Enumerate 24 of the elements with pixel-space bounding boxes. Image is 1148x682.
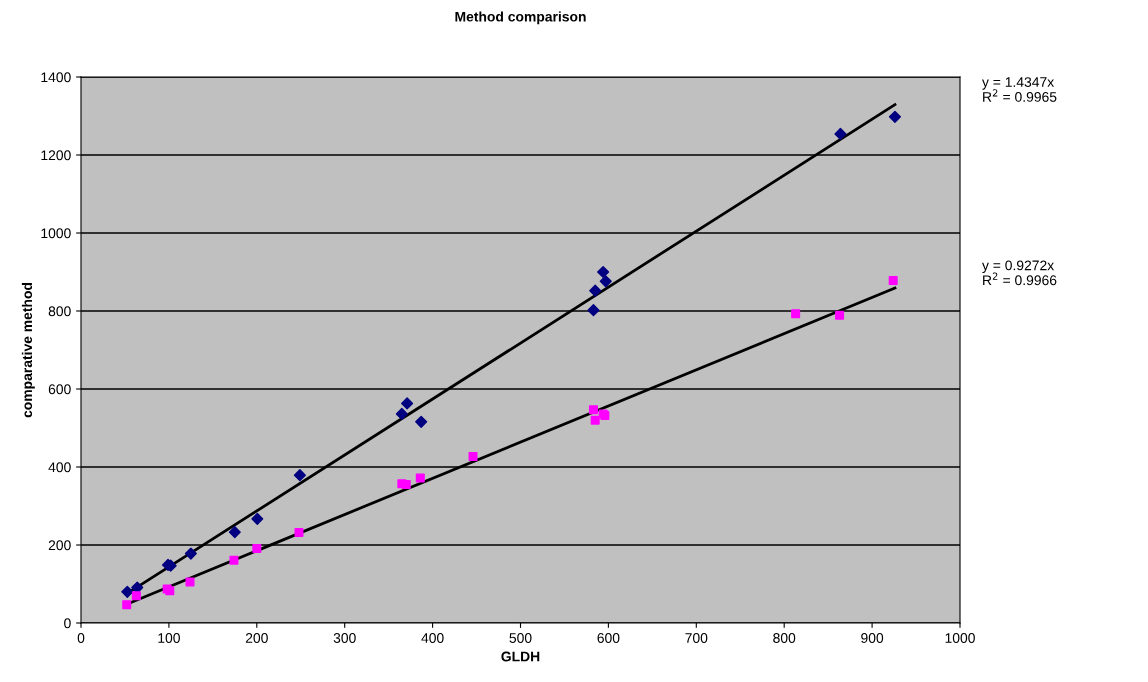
x-tick-label: 200: [245, 633, 268, 643]
x-tick-label: 800: [773, 633, 796, 643]
x-tick-label: 100: [158, 633, 180, 643]
y-tick-label: 400: [48, 462, 71, 473]
x-tick-label: 300: [333, 633, 356, 643]
x-tick-label: 1000: [945, 633, 975, 643]
text: y = 1.4347x R$^{2}$ = 0.9965: [982, 77, 1057, 102]
text: y = 0.9272x R$^{2}$ = 0.9966: [982, 260, 1057, 286]
x-tick-label: 700: [685, 633, 708, 643]
x-tick-label: 900: [861, 633, 884, 643]
chart-title: Method comparison: [455, 11, 586, 25]
y-tick-label: 600: [48, 384, 71, 395]
y-tick-label: 800: [48, 306, 71, 317]
y-tick-label: 1400: [41, 72, 71, 83]
y-tick-label: 0: [64, 618, 71, 629]
y-axis-title: comparative method: [21, 282, 35, 418]
x-tick-label: 500: [509, 633, 532, 643]
y-tick-label: 200: [48, 540, 71, 551]
y-tick-label: 1200: [41, 150, 71, 161]
x-axis-title: GLDH: [501, 651, 540, 662]
x-tick-label: 0: [77, 633, 85, 643]
y-tick-label: 1000: [41, 228, 71, 239]
x-tick-label: 400: [421, 633, 444, 643]
x-tick-label: 600: [597, 633, 620, 643]
